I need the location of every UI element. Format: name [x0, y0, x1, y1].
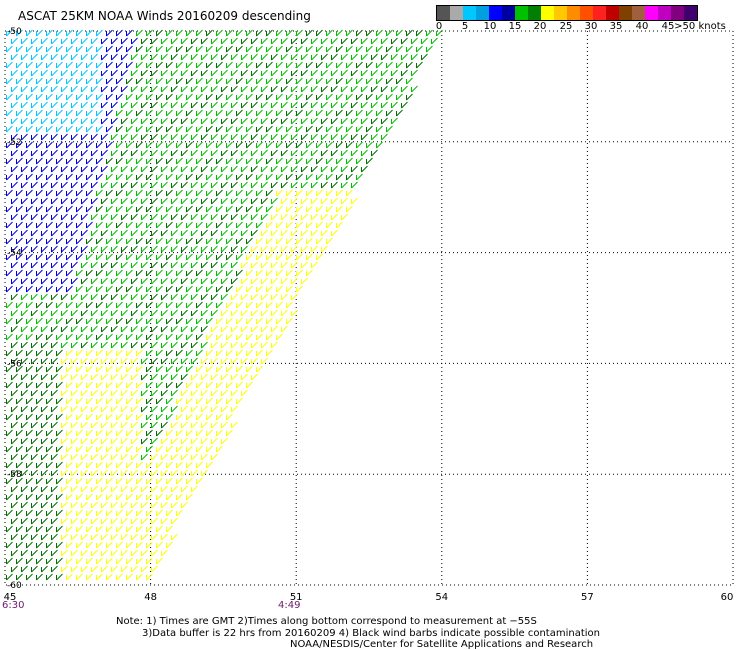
legend-swatch: [489, 6, 502, 20]
latitude-label: -58: [7, 470, 22, 480]
legend-tick-label: >50 knots: [674, 21, 726, 32]
wind-barb-group: [61, 189, 358, 581]
footnote-line-3: NOAA/NESDIS/Center for Satellite Applica…: [290, 639, 594, 650]
footnote-line-2: 3)Data buffer is 22 hrs from 20160209 4)…: [142, 628, 600, 639]
legend-swatch: [684, 6, 697, 20]
legend-swatch: [593, 6, 606, 20]
legend-tick-label: 20: [533, 21, 547, 32]
legend-swatch: [554, 6, 567, 20]
legend-swatch: [632, 6, 645, 20]
latitude-labels: -50 -52 -54 -56 -58 -60: [7, 27, 22, 591]
legend-swatch: [476, 6, 489, 20]
footnote-line-1: Note: 1) Times are GMT 2)Times along bot…: [116, 616, 537, 627]
legend-tick-label: 45: [661, 21, 675, 32]
wind-barb-group: [6, 29, 443, 461]
longitude-label: 51: [289, 592, 303, 603]
wind-barb-group: [6, 29, 103, 133]
legend-color-bar: [436, 5, 698, 21]
wind-barb-group: [6, 29, 138, 293]
legend-swatch: [606, 6, 619, 20]
map-grid: [4, 30, 734, 586]
legend-swatch: [463, 6, 476, 20]
legend-tick-label: 40: [635, 21, 649, 32]
legend-tick-label: 5: [461, 21, 469, 32]
legend-tick-label: 30: [584, 21, 598, 32]
legend-swatch: [671, 6, 684, 20]
longitude-label: 60: [720, 592, 734, 603]
legend-tick-label: 25: [559, 21, 573, 32]
time-label-start: 6:30: [2, 600, 25, 611]
latitude-label: -52: [7, 138, 22, 148]
latitude-label: -54: [7, 249, 22, 259]
longitude-label: 48: [144, 592, 157, 603]
legend-swatch: [528, 6, 541, 20]
latitude-label: -56: [7, 359, 22, 369]
legend-swatch: [450, 6, 463, 20]
longitude-label: 57: [581, 592, 594, 603]
legend-tick-label: 10: [483, 21, 497, 32]
legend-tick-label: 15: [508, 21, 522, 32]
legend-swatch: [502, 6, 515, 20]
longitude-label: 54: [435, 592, 449, 603]
legend-swatch: [619, 6, 632, 20]
legend-swatch: [567, 6, 580, 20]
legend-swatch: [658, 6, 671, 20]
legend-swatch: [515, 6, 528, 20]
latitude-label: -60: [7, 581, 22, 591]
legend-tick-label: 0: [435, 21, 443, 32]
legend-swatch: [437, 6, 450, 20]
legend-tick-label: 35: [609, 21, 623, 32]
wind-barbs: [6, 29, 443, 581]
time-label-mid: 4:49: [278, 600, 301, 611]
chart-title: ASCAT 25KM NOAA Winds 20160209 descendin…: [18, 9, 311, 23]
legend-swatch: [645, 6, 658, 20]
legend-swatch: [580, 6, 593, 20]
map-frame: [4, 30, 734, 586]
wind-speed-legend: 0 5 10 15 20 25 30 35 40 45 >50 knots: [436, 5, 736, 37]
wind-barb-group: [6, 29, 428, 581]
longitude-label: 45: [3, 592, 17, 603]
legend-swatch: [541, 6, 554, 20]
latitude-label: -50: [7, 27, 22, 37]
